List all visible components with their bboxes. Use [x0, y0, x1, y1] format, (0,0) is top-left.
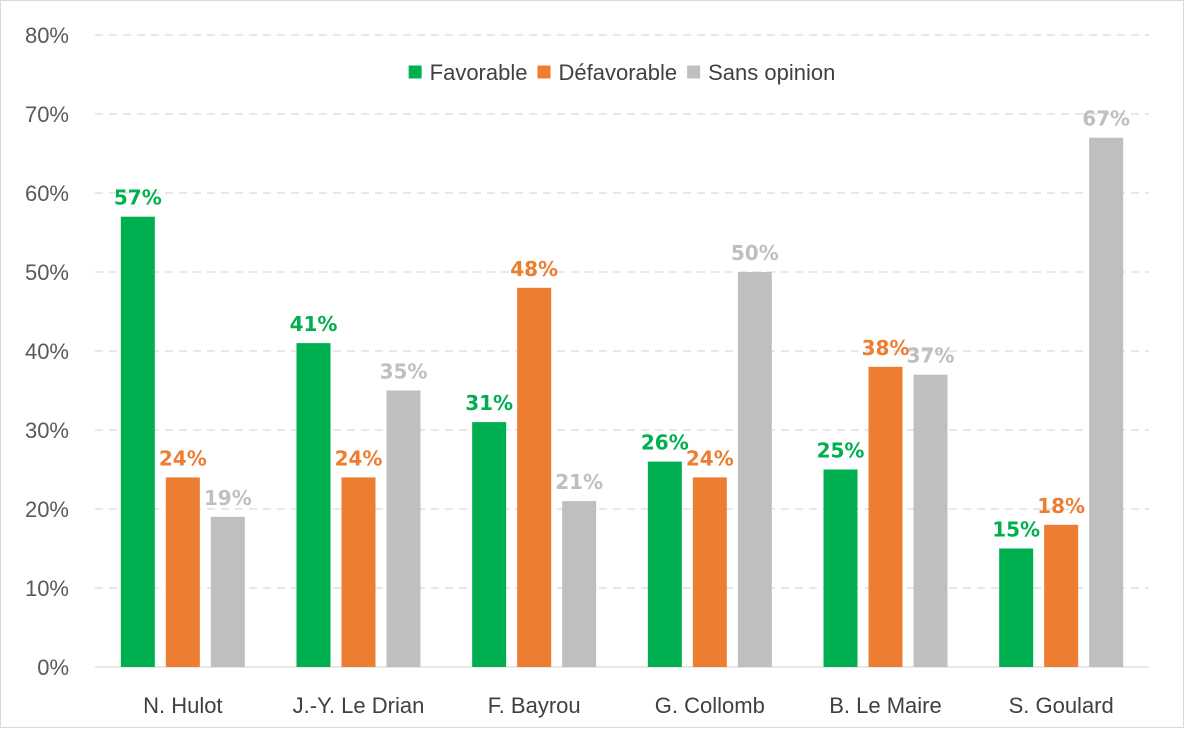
y-tick-label: 0%: [37, 655, 69, 680]
x-category-label: B. Le Maire: [829, 693, 942, 718]
y-tick-label: 50%: [25, 260, 69, 285]
bar: [647, 461, 682, 667]
data-label: 31%: [465, 391, 513, 415]
y-tick-label: 20%: [25, 497, 69, 522]
legend-label: Favorable: [430, 60, 528, 85]
bar: [472, 422, 507, 667]
x-category-label: G. Collomb: [655, 693, 765, 718]
bar: [517, 287, 552, 667]
legend-label: Sans opinion: [708, 60, 835, 85]
y-tick-label: 10%: [25, 576, 69, 601]
bar: [737, 272, 772, 667]
y-tick-label: 70%: [25, 102, 69, 127]
y-tick-label: 40%: [25, 339, 69, 364]
bars: [120, 137, 1124, 667]
legend-swatch: [408, 65, 422, 79]
data-label: 24%: [686, 446, 734, 470]
data-label: 15%: [992, 518, 1040, 542]
data-label: 48%: [510, 257, 558, 281]
data-label: 38%: [862, 336, 910, 360]
legend-swatch: [687, 65, 701, 79]
x-category-label: N. Hulot: [143, 693, 222, 718]
x-category-label: F. Bayrou: [488, 693, 581, 718]
bar: [692, 477, 727, 667]
data-label: 25%: [817, 439, 865, 463]
legend-swatch: [537, 65, 551, 79]
data-label: 41%: [290, 312, 338, 336]
bar: [210, 516, 245, 667]
data-label: 37%: [907, 344, 955, 368]
gridlines: [95, 34, 1149, 668]
bar: [823, 469, 858, 667]
data-label: 35%: [380, 360, 428, 384]
data-label: 26%: [641, 431, 689, 455]
bar: [913, 374, 948, 667]
bar: [296, 343, 331, 667]
bar: [165, 477, 200, 667]
data-label: 21%: [555, 470, 603, 494]
bar: [1044, 524, 1079, 667]
bar: [386, 390, 421, 667]
legend-label: Défavorable: [558, 60, 677, 85]
data-label: 19%: [204, 486, 252, 510]
bar: [120, 216, 155, 667]
data-label: 24%: [159, 446, 207, 470]
legend: Favorable Défavorable Sans opinion: [408, 60, 835, 85]
x-category-label: S. Goulard: [1009, 693, 1114, 718]
y-tick-label: 30%: [25, 418, 69, 443]
data-label: 50%: [731, 241, 779, 265]
y-tick-label: 80%: [25, 23, 69, 48]
y-axis-ticks: 0% 10% 20% 30% 40% 50% 60% 70% 80%: [25, 23, 69, 680]
data-label: 24%: [335, 446, 383, 470]
data-label: 18%: [1037, 494, 1085, 518]
bar: [999, 548, 1034, 667]
data-labels: 57%24%19%41%24%35%31%48%21%26%24%50%25%3…: [114, 107, 1130, 542]
x-axis-categories: N. Hulot J.-Y. Le Drian F. Bayrou G. Collom…: [143, 693, 1114, 718]
y-tick-label: 60%: [25, 181, 69, 206]
x-category-label: J.-Y. Le Drian: [293, 693, 425, 718]
bar: [1089, 137, 1124, 667]
bar: [868, 366, 903, 667]
bar: [341, 477, 376, 667]
bar: [562, 501, 597, 667]
data-label: 67%: [1082, 107, 1130, 131]
data-label: 57%: [114, 186, 162, 210]
